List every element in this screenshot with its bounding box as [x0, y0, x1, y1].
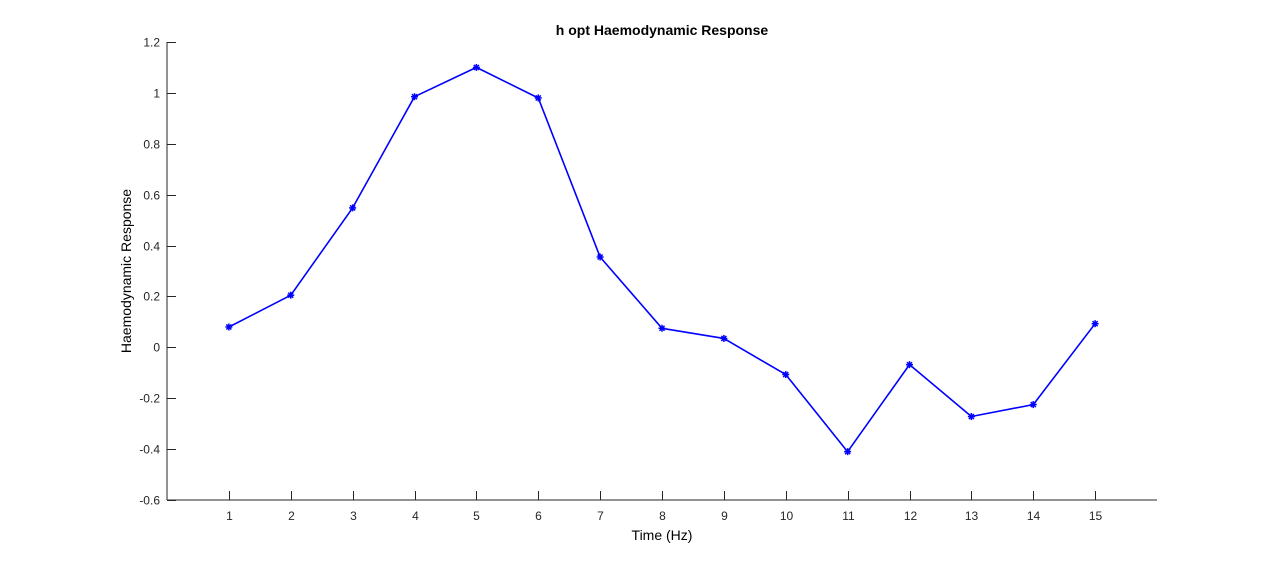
x-tick-label: 5	[473, 509, 480, 523]
x-tick-label: 4	[412, 509, 419, 523]
x-tick-label: 6	[535, 509, 542, 523]
x-tick-label: 11	[842, 509, 855, 523]
y-tick-label: -0.2	[139, 392, 160, 406]
y-tick-label: 1.2	[143, 36, 160, 50]
data-point	[596, 253, 604, 261]
x-axis-label: Time (Hz)	[632, 527, 693, 543]
y-tick-label: 0	[153, 341, 160, 355]
x-tick-label: 8	[659, 509, 666, 523]
x-tick-label: 10	[780, 509, 794, 523]
x-tick-label: 1	[226, 509, 233, 523]
data-series	[225, 63, 1099, 456]
x-tick-label: 2	[288, 509, 295, 523]
y-tick-label: 1	[153, 87, 160, 101]
data-point	[1029, 401, 1037, 409]
y-axis-ticks: -0.6 -0.4 -0.2 0 0.2 0.4 0.6 0.8 1 1.2	[139, 36, 176, 508]
y-tick-label: -0.4	[139, 443, 160, 457]
data-point	[411, 93, 418, 101]
data-point	[844, 448, 852, 456]
x-tick-label: 7	[597, 509, 604, 523]
y-axis-label: Haemodynamic Response	[118, 189, 134, 353]
data-point	[967, 413, 975, 421]
x-tick-label: 9	[721, 509, 728, 523]
x-axis-ticks: 1 2 3 4 5 6 7 8 9 10 11 12 13 14 15	[226, 491, 1102, 523]
data-point	[225, 323, 233, 331]
data-point	[349, 204, 357, 212]
x-tick-label: 13	[965, 509, 979, 523]
data-point	[472, 63, 480, 71]
y-tick-label: 0.4	[143, 240, 160, 254]
y-tick-label: 0.8	[143, 138, 160, 152]
series-line	[228, 66, 1096, 453]
y-tick-label: -0.6	[139, 494, 160, 508]
data-point	[287, 291, 295, 299]
x-tick-label: 14	[1027, 509, 1041, 523]
axes	[166, 42, 1157, 501]
data-point	[782, 371, 790, 379]
y-tick-label: 0.2	[143, 290, 160, 304]
chart-title: h opt Haemodynamic Response	[556, 22, 769, 38]
x-tick-label: 15	[1089, 509, 1103, 523]
data-point	[1091, 320, 1099, 328]
data-point	[906, 361, 913, 369]
data-point	[658, 324, 666, 332]
data-point	[534, 94, 542, 102]
y-tick-label: 0.6	[143, 189, 160, 203]
data-point	[720, 334, 728, 342]
x-tick-label: 3	[350, 509, 357, 523]
x-tick-label: 12	[904, 509, 918, 523]
